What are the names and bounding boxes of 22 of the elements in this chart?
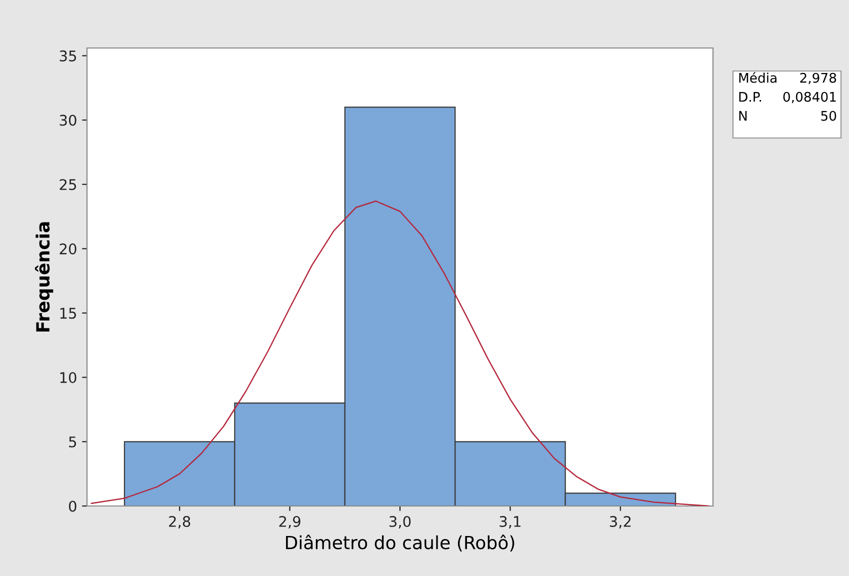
y-tick-label: 25	[60, 179, 76, 190]
x-axis-title: Diâmetro do caule (Robô)	[286, 534, 514, 552]
y-tick-label: 20	[60, 243, 76, 254]
text: D.P.	[739, 92, 762, 102]
text: 50	[821, 110, 836, 121]
x-tick-label: 2,8	[169, 516, 190, 528]
y-tick-label: 35	[60, 50, 76, 62]
text: 2,978	[800, 72, 836, 84]
y-axis-title: Frequência	[34, 222, 54, 332]
y-tick-label: 10	[60, 372, 76, 384]
x-tick-label: 3,2	[610, 516, 631, 528]
y-tick-label: 0	[68, 500, 76, 512]
y-tick-label: 30	[60, 114, 76, 126]
text: Média	[739, 72, 776, 83]
y-tick-label: 15	[60, 308, 76, 319]
x-tick-label: 2,9	[279, 516, 300, 528]
y-tick-label: 5	[69, 436, 76, 448]
line-series	[90, 200, 710, 506]
text: 0,08401	[783, 92, 836, 104]
x-tick-label: 3,1	[500, 516, 520, 528]
x-tick-label: 3,0	[390, 516, 411, 528]
text: N	[739, 111, 747, 121]
